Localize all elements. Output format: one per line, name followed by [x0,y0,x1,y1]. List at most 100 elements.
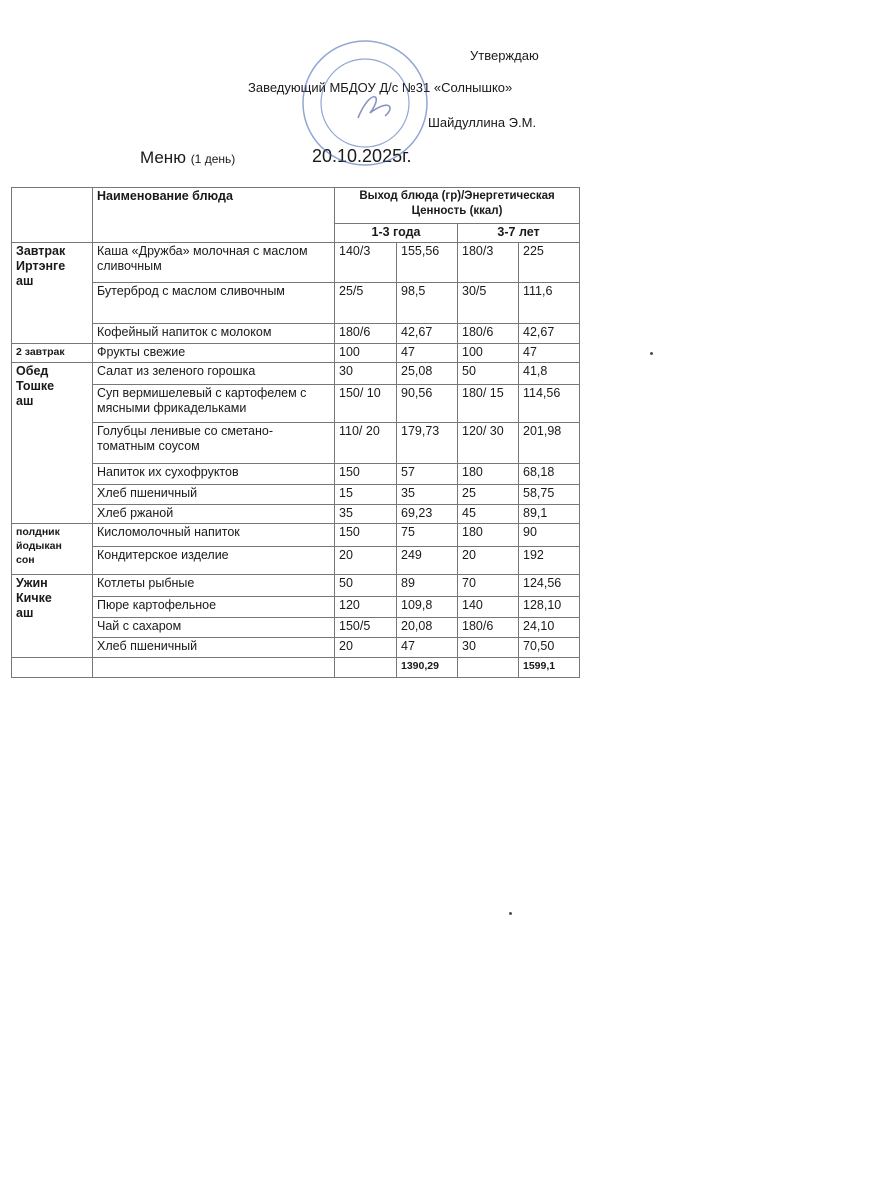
weight-1-3: 150/ 10 [334,384,397,423]
dish-name: Фрукты свежие [92,343,335,363]
weight-3-7: 45 [457,504,519,524]
head-position: Заведующий МБДОУ Д/с №31 «Солнышко» [248,80,513,95]
empty-cell [11,657,93,678]
dish-name: Салат из зеленого горошка [92,362,335,385]
age-3-7-header: 3-7 лет [456,223,581,243]
kcal-1-3: 25,08 [396,362,458,385]
table-row: Кофейный напиток с молоком 180/6 42,67 180/… [12,323,581,344]
dish-name: Бутерброд с маслом сливочным [92,282,335,324]
kcal-1-3: 109,8 [396,596,458,618]
table-row: Чай с сахаром 150/5 20,08 180/6 24,10 [12,617,581,638]
weight-1-3: 15 [334,484,397,505]
official-stamp-icon [302,40,428,166]
weight-1-3: 20 [334,546,397,575]
weight-3-7: 120/ 30 [457,422,519,464]
meal-name: Обед Тошке аш [11,362,93,524]
weight-3-7: 50 [457,362,519,385]
kcal-1-3: 57 [396,463,458,485]
kcal-1-3: 75 [396,523,458,547]
weight-3-7: 180 [457,523,519,547]
kcal-3-7: 41,8 [517,362,581,385]
weight-1-3: 100 [334,343,397,363]
table-row: Обед Тошке аш Салат из зеленого горошка 30… [11,362,581,524]
dish-name: Суп вермишелевый с картофелем с мясными … [92,384,335,423]
menu-title-text: Меню [140,148,186,167]
kcal-3-7: 124,56 [517,574,581,597]
kcal-3-7: 90 [517,523,581,547]
dish-name: Хлеб ржаной [92,504,335,524]
kcal-1-3: 42,67 [396,323,458,344]
scan-speck [509,912,512,915]
weight-3-7: 100 [457,343,519,363]
weight-3-7: 140 [457,596,519,618]
kcal-1-3: 47 [396,343,458,363]
empty-cell [92,657,335,678]
table-row: Хлеб пшеничный 20 47 30 70,50 [12,637,581,658]
table-row: Ужин Кичке аш Котлеты рыбные 50 89 70 124,56 [11,574,581,658]
weight-3-7: 180/6 [457,617,519,638]
age-1-3-header: 1-3 года [334,223,458,243]
weight-1-3: 150/5 [334,617,397,638]
dish-name: Котлеты рыбные [92,574,335,597]
dish-name: Хлеб пшеничный [92,637,335,658]
weight-1-3: 120 [334,596,397,618]
weight-1-3: 110/ 20 [334,422,397,464]
table-row: Кондитерское изделие 20 249 20 192 [12,546,581,575]
kcal-1-3: 69,23 [396,504,458,524]
menu-table: Наименование блюда Выход блюда (гр)/Энер… [11,187,581,678]
weight-3-7: 180/6 [457,323,519,344]
table-row: Хлеб ржаной 35 69,23 45 89,1 [12,504,581,524]
dish-name: Кисломолочный напиток [92,523,335,547]
kcal-3-7: 114,56 [517,384,581,423]
weight-3-7: 20 [457,546,519,575]
menu-title: Меню (1 день) [140,148,235,168]
scan-speck [650,352,653,355]
kcal-3-7: 192 [517,546,581,575]
output-header: Выход блюда (гр)/Энергетическая Ценность… [333,187,581,224]
empty-cell [457,657,519,678]
total-kcal: 1390,29 [396,657,458,678]
dish-name: Кондитерское изделие [92,546,335,575]
kcal-1-3: 179,73 [396,422,458,464]
kcal-1-3: 98,5 [396,282,458,324]
weight-1-3: 20 [334,637,397,658]
table-row: Суп вермишелевый с картофелем с мясными … [12,384,581,423]
approval-label: Утверждаю [470,48,539,63]
kcal-3-7: 128,10 [517,596,581,618]
kcal-1-3: 47 [396,637,458,658]
weight-1-3: 35 [334,504,397,524]
empty-cell [334,657,397,678]
total-row: 1390,29 1599,1 [11,657,581,678]
weight-1-3: 180/6 [334,323,397,344]
total-kcal: 1599,1 [517,657,581,678]
table-row: Голубцы ленивые со сметано-томатным соус… [12,422,581,464]
kcal-3-7: 225 [517,242,581,283]
dish-name: Голубцы ленивые со сметано-томатным соус… [92,422,335,464]
weight-1-3: 150 [334,523,397,547]
table-row: Пюре картофельное 120 109,8 140 128,10 [12,596,581,618]
weight-3-7: 180/ 15 [457,384,519,423]
kcal-3-7: 111,6 [517,282,581,324]
meal-header-cell [11,187,93,243]
dish-name-header: Наименование блюда [92,187,335,243]
signatory-name: Шайдуллина Э.М. [428,115,537,130]
dish-name: Кофейный напиток с молоком [92,323,335,344]
weight-1-3: 30 [334,362,397,385]
dish-name: Чай с сахаром [92,617,335,638]
kcal-3-7: 68,18 [517,463,581,485]
kcal-1-3: 90,56 [396,384,458,423]
kcal-1-3: 20,08 [396,617,458,638]
dish-name: Пюре картофельное [92,596,335,618]
meal-name: полдник йодыкан сон [11,523,93,575]
weight-3-7: 30/5 [457,282,519,324]
weight-3-7: 180 [457,463,519,485]
table-row: полдник йодыкан сон Кисломолочный напиток… [11,523,581,575]
kcal-3-7: 201,98 [517,422,581,464]
weight-3-7: 180/3 [457,242,519,283]
weight-1-3: 50 [334,574,397,597]
table-row: Хлеб пшеничный 15 35 25 58,75 [12,484,581,505]
dish-name: Каша «Дружба» молочная с маслом сливочны… [92,242,335,283]
weight-1-3: 150 [334,463,397,485]
kcal-3-7: 70,50 [517,637,581,658]
weight-1-3: 140/3 [334,242,397,283]
